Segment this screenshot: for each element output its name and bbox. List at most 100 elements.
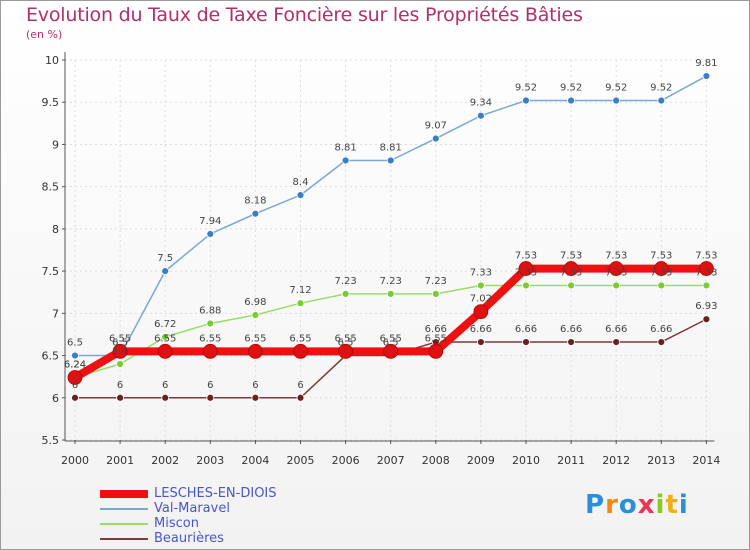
data-point — [296, 299, 305, 308]
data-labels: 6.24 6.55 6.55 6.55 6.55 6.55 6.55 6.55 6.55 7.02… — [64, 58, 718, 391]
x-tick-label: 2010 — [512, 454, 540, 467]
data-label: 6.55 — [109, 333, 131, 344]
data-point — [293, 343, 308, 359]
data-label: 6.66 — [470, 324, 492, 335]
data-point — [202, 343, 218, 359]
data-label: 6 — [252, 380, 258, 391]
data-label: 7.23 — [380, 276, 402, 287]
legend-swatch — [100, 522, 148, 525]
data-point — [518, 261, 534, 276]
data-label: 9.81 — [695, 58, 717, 69]
x-tick-label: 2000 — [61, 454, 89, 467]
data-label: 7.33 — [650, 267, 672, 278]
line-chart: 5.5 6 6.5 7 7.5 8 8.5 9 9.5 10 2000 2001 2002 2003 200… — [42, 52, 720, 467]
data-label: 9.52 — [515, 83, 537, 94]
data-label: 6.5 — [338, 338, 354, 349]
axes: 5.5 6 6.5 7 7.5 8 8.5 9 9.5 10 2000 2001 2002 2003 200… — [42, 52, 720, 467]
data-point — [476, 338, 485, 346]
data-label: 9.34 — [470, 98, 492, 109]
data-point — [428, 343, 444, 359]
data-point — [567, 338, 575, 346]
data-point — [702, 281, 711, 290]
data-label: 8.18 — [244, 196, 266, 207]
data-point — [699, 261, 714, 276]
x-tick-label: 2005 — [287, 454, 315, 467]
legend-swatch — [100, 507, 148, 510]
data-label: 6.5 — [383, 338, 399, 349]
data-label: 7.5 — [157, 253, 173, 264]
data-label: 6.55 — [289, 333, 311, 344]
data-label: 7.94 — [199, 216, 221, 227]
y-tick-label: 7.5 — [42, 265, 60, 278]
data-label: 6.72 — [154, 319, 176, 330]
data-point — [206, 230, 215, 238]
data-point — [383, 343, 399, 359]
data-label: 6.55 — [334, 333, 356, 344]
data-point — [657, 281, 666, 290]
data-point — [338, 343, 354, 359]
data-point — [431, 134, 440, 143]
legend-label: Val-Maravel — [154, 501, 230, 516]
y-tick-label: 9.5 — [42, 96, 60, 109]
data-point — [522, 338, 530, 346]
data-point — [116, 393, 124, 402]
data-point — [608, 261, 624, 276]
y-tick-label: 8.5 — [42, 181, 60, 194]
legend-item: Val-Maravel — [100, 501, 277, 516]
data-label: 9.07 — [425, 121, 447, 132]
data-label: 6.66 — [605, 324, 627, 335]
data-point — [161, 393, 170, 402]
x-tick-label: 2006 — [332, 454, 360, 467]
data-point — [251, 209, 260, 218]
data-point — [563, 261, 579, 276]
data-label: 7.33 — [605, 267, 627, 278]
data-point — [657, 338, 666, 346]
data-label: 7.02 — [470, 294, 492, 305]
data-point — [116, 360, 124, 368]
data-label: 9.52 — [605, 83, 627, 94]
x-tick-label: 2003 — [196, 454, 224, 467]
data-point — [653, 261, 669, 276]
x-tick-label: 2013 — [647, 454, 675, 467]
x-tick-label: 2004 — [241, 454, 269, 467]
data-point — [296, 191, 305, 200]
data-label: 9.52 — [560, 83, 582, 94]
data-point — [386, 156, 395, 165]
legend-swatch — [100, 489, 148, 498]
data-point — [206, 319, 215, 328]
data-label: 6.66 — [425, 324, 447, 335]
y-tick-label: 5.5 — [42, 434, 60, 447]
legend-label: Miscon — [154, 516, 199, 531]
data-label: 7.33 — [470, 267, 492, 278]
data-point — [112, 343, 128, 359]
x-tick-label: 2001 — [106, 454, 134, 467]
series-group — [67, 72, 714, 402]
y-tick-label: 6.5 — [42, 350, 60, 363]
data-label: 7.53 — [695, 251, 717, 262]
legend-label: LESCHES-EN-DIOIS — [154, 486, 277, 501]
x-tick-label: 2014 — [692, 454, 720, 467]
legend: LESCHES-EN-DIOIS Val-Maravel Miscon Beauriè… — [100, 486, 277, 546]
data-label: 6 — [162, 380, 168, 391]
data-point — [431, 290, 440, 298]
legend-swatch — [100, 537, 148, 540]
data-point — [247, 343, 263, 359]
data-point — [161, 267, 170, 276]
legend-item: Beaurières — [100, 531, 277, 546]
data-label: 7.53 — [560, 251, 582, 262]
data-point — [161, 333, 170, 341]
data-label: 8.81 — [380, 142, 402, 153]
data-point — [476, 111, 485, 120]
data-label: 7.33 — [560, 267, 582, 278]
data-label: 6.55 — [244, 333, 266, 344]
data-point — [657, 96, 666, 105]
data-label: 9.52 — [650, 83, 672, 94]
data-point — [341, 156, 350, 165]
data-label: 6 — [72, 380, 78, 391]
data-point — [296, 393, 305, 402]
data-point — [67, 370, 83, 385]
data-label: 6.55 — [425, 333, 447, 344]
data-point — [476, 281, 485, 290]
data-point — [612, 281, 621, 290]
data-point — [71, 351, 79, 360]
